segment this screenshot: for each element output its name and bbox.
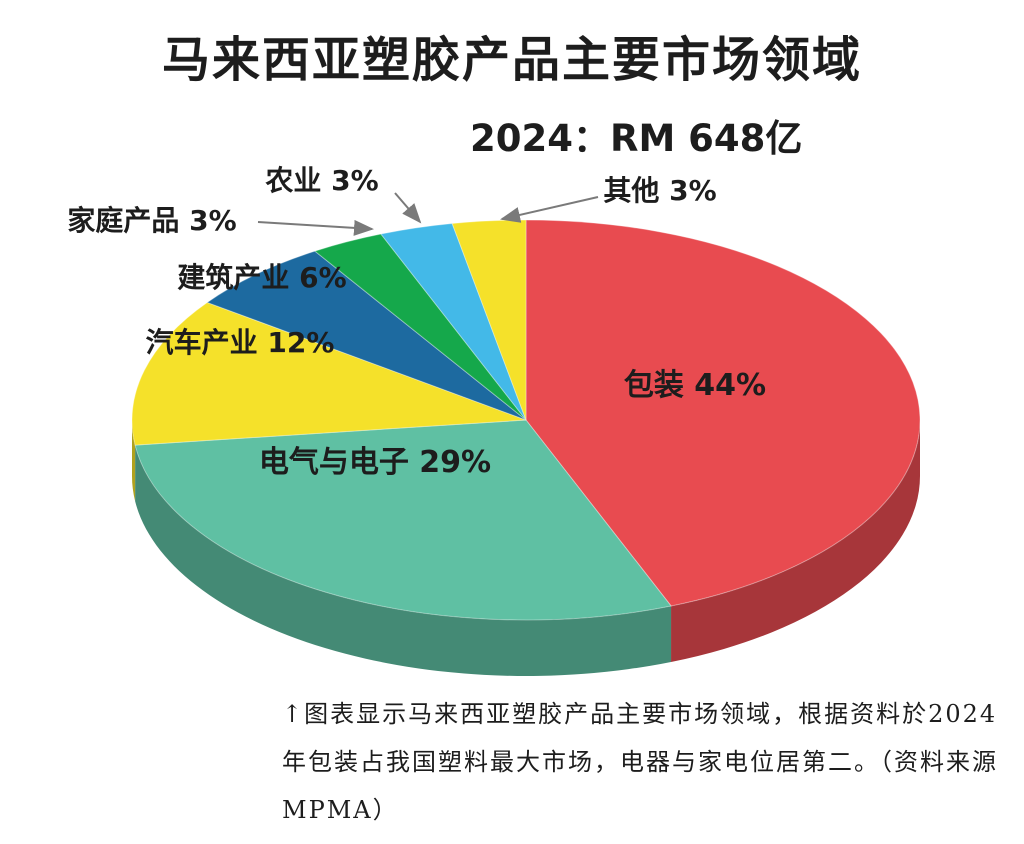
leader-line-6 <box>500 196 599 223</box>
slice-2 <box>131 301 527 446</box>
pie-chart: 包装 44% 电气与电子 29% 汽车产业 12% 建筑产业 6% 家庭产品 3% 农业 … <box>67 164 921 676</box>
slice-6 <box>451 219 527 421</box>
pie-labels: 包装 44% 电气与电子 29% 汽车产业 12% 建筑产业 6% 家庭产品 3% 农业 … <box>67 164 766 480</box>
leader-lines <box>257 192 599 236</box>
chart-title: 马来西亚塑胶产品主要市场领域 <box>161 32 862 88</box>
slice-0 <box>525 219 921 607</box>
slice-side-0 <box>671 420 920 662</box>
leader-line-4 <box>257 219 374 236</box>
slice-5 <box>380 223 527 421</box>
slice-label-3: 建筑产业 6% <box>177 261 346 294</box>
slice-label-4: 家庭产品 3% <box>67 204 236 237</box>
slice-side-1 <box>135 445 672 676</box>
slice-4 <box>313 233 527 421</box>
pie-sides <box>132 420 920 676</box>
slice-label-5: 农业 3% <box>264 164 378 197</box>
chart-subtitle: 2024：RM 648亿 <box>470 117 803 160</box>
caption: ↑图表显示马来西亚塑胶产品主要市场领域，根据资料於2024年包装占我国塑料最大市… <box>282 700 998 824</box>
pie-tops <box>131 219 921 621</box>
slice-1 <box>134 419 672 621</box>
slice-label-1: 电气与电子 29% <box>259 445 491 480</box>
slice-3 <box>206 250 527 421</box>
slice-label-0: 包装 44% <box>624 368 766 403</box>
slice-label-6: 其他 3% <box>603 174 716 207</box>
slice-side-2 <box>132 420 136 502</box>
slice-label-2: 汽车产业 12% <box>146 326 335 359</box>
leader-line-5 <box>394 192 422 224</box>
